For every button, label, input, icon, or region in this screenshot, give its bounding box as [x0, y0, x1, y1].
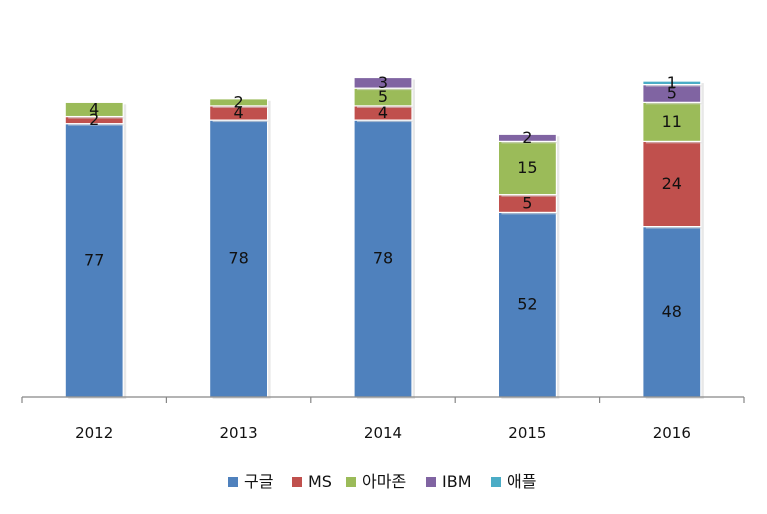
data-label: 78	[228, 249, 248, 268]
legend-swatch-2	[346, 477, 356, 487]
bar-segment-2016-0	[642, 226, 702, 398]
data-label: 1	[667, 73, 677, 92]
legend: 구글 MS 아마존 IBM 애플	[228, 472, 536, 491]
bar-segment-2014-3	[353, 76, 413, 89]
legend-swatch-3	[426, 477, 436, 487]
bar-segment-2016-4	[642, 80, 702, 86]
bar-segment-2015-2	[497, 140, 557, 196]
data-label: 3	[378, 73, 388, 92]
data-label: 5	[522, 194, 532, 213]
bar-segment-2012-2	[64, 101, 124, 118]
data-label: 52	[517, 295, 537, 314]
data-label: 15	[517, 158, 537, 177]
legend-swatch-0	[228, 477, 238, 487]
x-tick-label: 2013	[220, 424, 258, 442]
bar-segment-2013-2	[209, 98, 269, 107]
data-label: 2	[522, 128, 532, 147]
data-label: 5	[378, 87, 388, 106]
bar-segment-2015-0	[497, 211, 557, 398]
data-label: 11	[662, 112, 682, 131]
legend-label-4: 애플	[507, 472, 536, 491]
data-label: 48	[662, 302, 682, 321]
data-label: 78	[373, 249, 393, 268]
bar-segment-2014-0	[353, 119, 413, 398]
x-axis: 2012 2013 2014 2015 2016	[21, 396, 745, 442]
x-tick-label: 2014	[364, 424, 402, 442]
data-label: 4	[234, 103, 244, 122]
legend-label-1: MS	[308, 472, 332, 491]
data-label: 77	[84, 250, 104, 269]
bar-segment-2016-2	[642, 101, 702, 142]
x-tick-label: 2016	[653, 424, 691, 442]
bar-segment-2015-3	[497, 133, 557, 143]
bar-segment-2013-0	[209, 119, 269, 398]
data-label: 2	[89, 110, 99, 129]
data-label: 5	[667, 83, 677, 102]
data-label: 4	[89, 99, 99, 118]
legend-swatch-1	[292, 477, 302, 487]
legend-label-3: IBM	[442, 472, 472, 491]
x-tick-label: 2012	[75, 424, 113, 442]
bar-segment-2012-0	[64, 123, 124, 398]
data-label: 24	[662, 174, 682, 193]
x-tick-label: 2015	[508, 424, 546, 442]
legend-label-2: 아마존	[362, 472, 406, 491]
legend-swatch-4	[491, 477, 501, 487]
legend-label-0: 구글	[244, 472, 273, 491]
data-label: 2	[234, 92, 244, 111]
data-label: 4	[378, 103, 388, 122]
